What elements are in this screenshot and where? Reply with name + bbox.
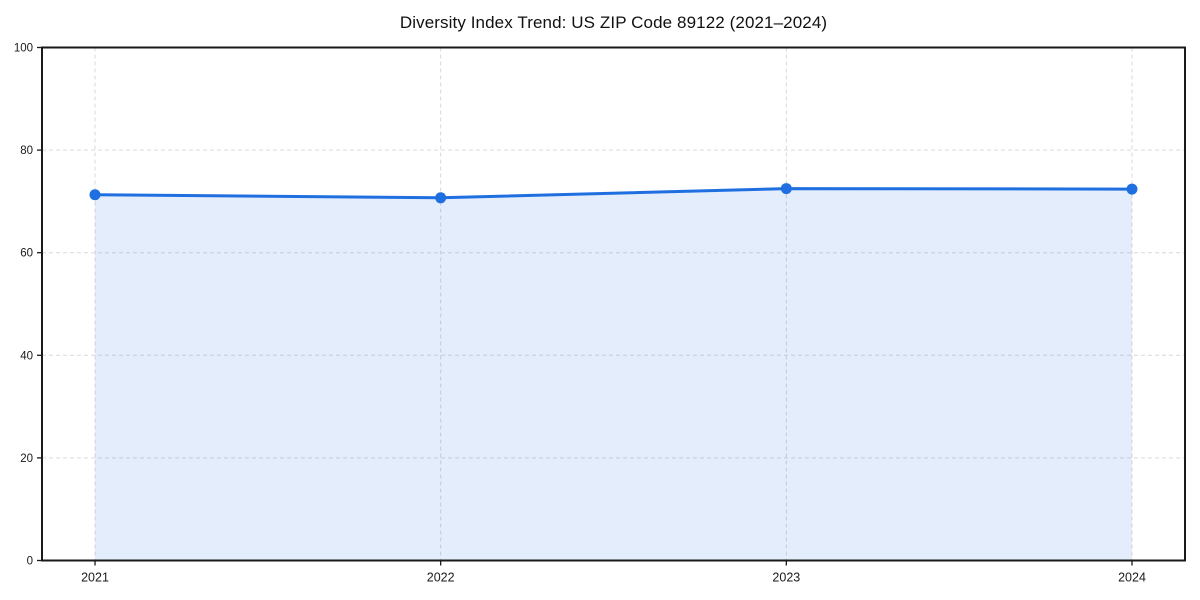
plot-border	[41, 46, 1186, 562]
y-tick-label: 80	[20, 145, 33, 157]
axis-tick-labels: 0 20 40 60 80 100 2021 2022 2023 2024	[14, 43, 1146, 585]
data-point-marker	[780, 183, 792, 195]
data-point-marker	[1126, 183, 1138, 195]
y-tick-label: 60	[20, 248, 33, 260]
axis-ticks	[37, 46, 1133, 566]
x-tick-label: 2022	[427, 571, 455, 585]
x-tick-label: 2024	[1118, 571, 1146, 585]
data-point-marker	[89, 189, 101, 201]
y-tick-label: 0	[27, 556, 33, 568]
x-tick-label: 2021	[81, 571, 109, 585]
trend-line	[93, 187, 1134, 200]
x-tick-label: 2023	[772, 571, 800, 585]
data-points	[89, 183, 1138, 204]
y-tick-label: 100	[14, 43, 33, 55]
y-tick-label: 40	[20, 350, 33, 362]
area-fill	[95, 188, 1132, 561]
y-tick-label: 20	[20, 453, 33, 465]
data-point-marker	[435, 192, 447, 204]
chart-title: Diversity Index Trend: US ZIP Code 89122…	[399, 13, 828, 32]
